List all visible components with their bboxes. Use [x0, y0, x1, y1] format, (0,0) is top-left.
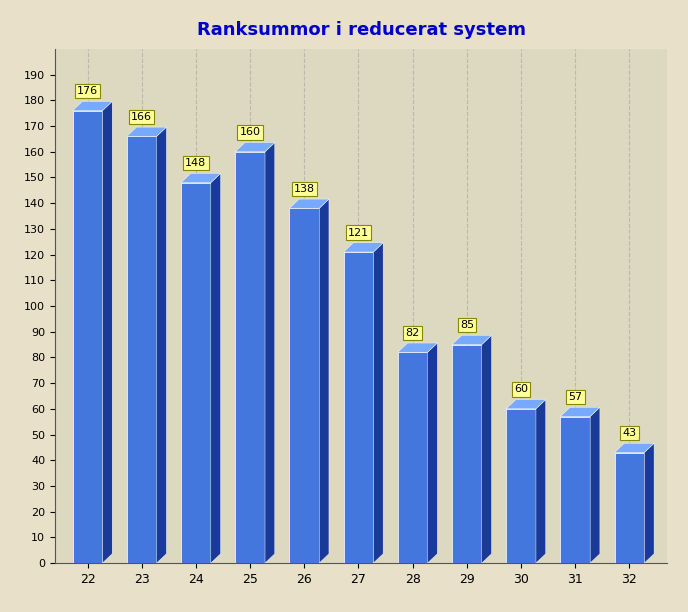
Text: 57: 57 [568, 392, 582, 402]
Bar [614, 452, 645, 563]
Polygon shape [482, 335, 491, 563]
Polygon shape [614, 443, 654, 452]
Polygon shape [265, 143, 275, 563]
Text: 43: 43 [623, 428, 636, 438]
Text: 166: 166 [131, 112, 152, 122]
Bar [73, 111, 103, 563]
Bar [398, 353, 427, 563]
Text: 82: 82 [405, 328, 420, 338]
Polygon shape [343, 243, 383, 252]
Polygon shape [645, 443, 654, 563]
Title: Ranksummor i reducerat system: Ranksummor i reducerat system [197, 21, 526, 39]
Polygon shape [290, 199, 329, 208]
Bar [560, 417, 590, 563]
Polygon shape [427, 343, 438, 563]
Bar [290, 208, 319, 563]
Polygon shape [127, 127, 166, 136]
Text: 85: 85 [460, 320, 474, 330]
Bar [506, 409, 536, 563]
Text: 121: 121 [348, 228, 369, 237]
Bar [127, 136, 157, 563]
Polygon shape [374, 243, 383, 563]
Polygon shape [452, 335, 491, 345]
Polygon shape [235, 143, 275, 152]
Polygon shape [319, 199, 329, 563]
Text: 148: 148 [185, 159, 206, 168]
Polygon shape [157, 127, 166, 563]
Polygon shape [560, 407, 600, 417]
Text: 160: 160 [239, 127, 261, 137]
Polygon shape [536, 400, 546, 563]
Polygon shape [211, 173, 221, 563]
Text: 176: 176 [77, 86, 98, 96]
Polygon shape [398, 343, 438, 353]
Bar [181, 182, 211, 563]
Bar [235, 152, 265, 563]
Polygon shape [73, 102, 112, 111]
Polygon shape [590, 407, 600, 563]
Polygon shape [103, 102, 112, 563]
Polygon shape [181, 173, 221, 182]
Text: 60: 60 [514, 384, 528, 394]
Polygon shape [506, 400, 546, 409]
Bar [452, 345, 482, 563]
Text: 138: 138 [294, 184, 315, 194]
Bar [343, 252, 374, 563]
